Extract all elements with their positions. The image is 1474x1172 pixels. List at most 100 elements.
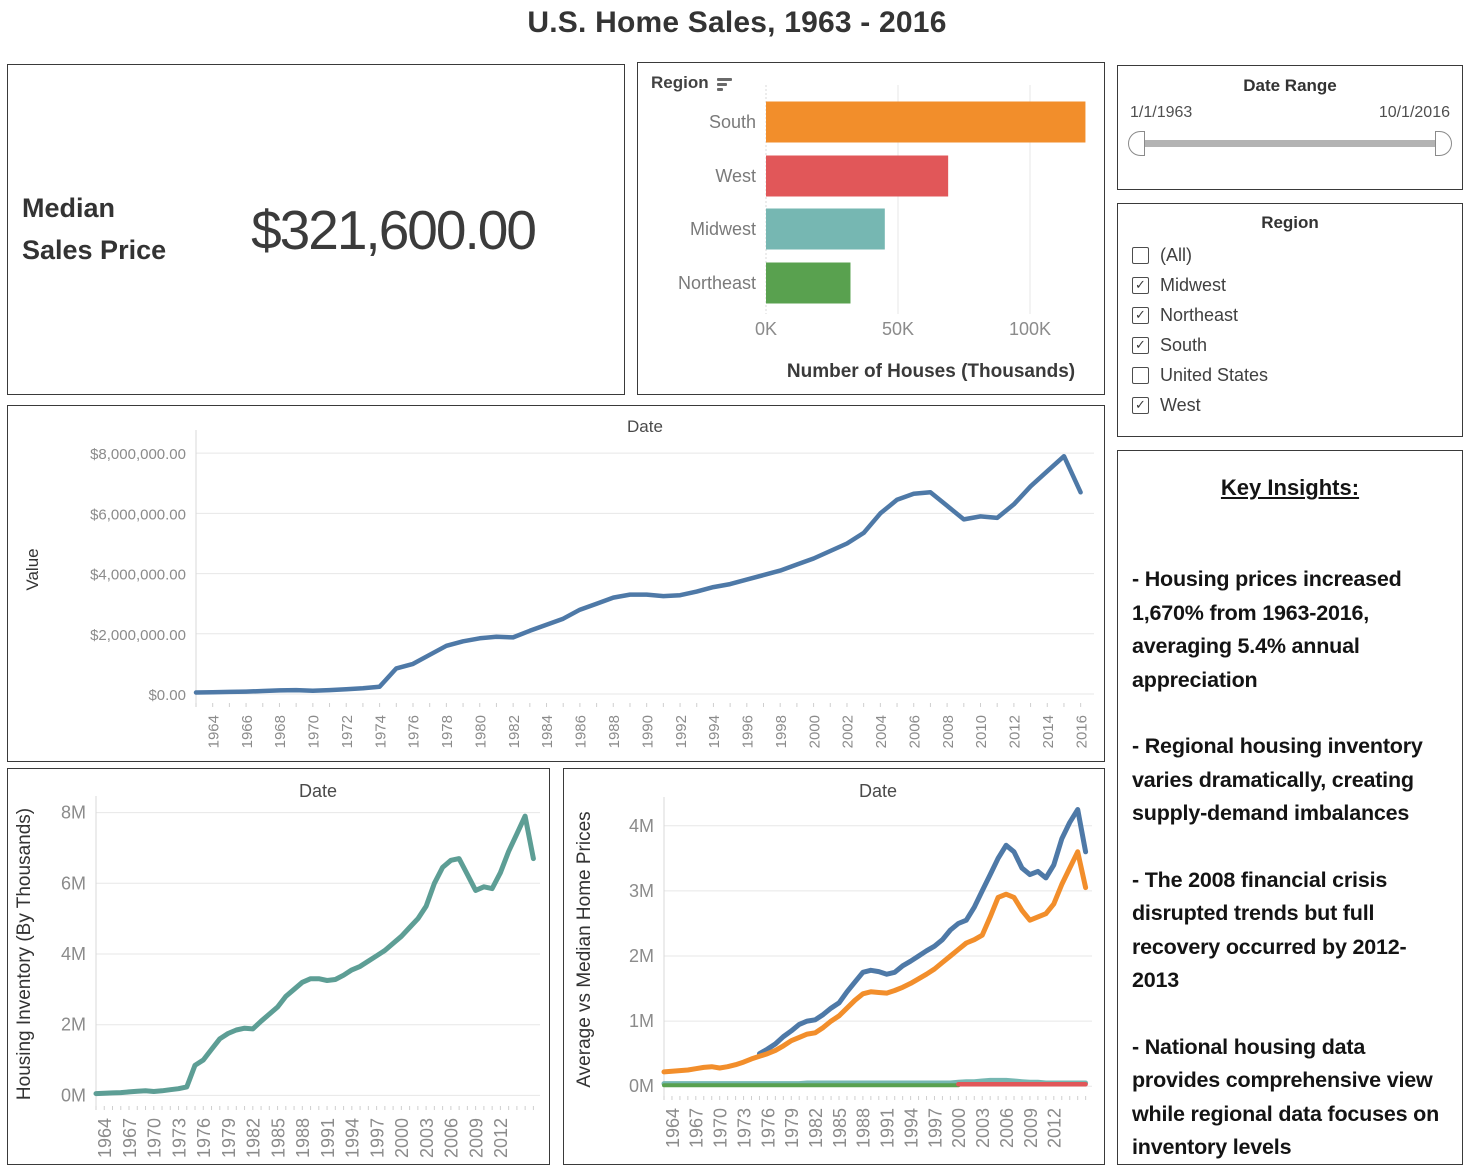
- checkbox-checked-icon[interactable]: ✓: [1132, 306, 1149, 324]
- svg-text:2002: 2002: [840, 715, 857, 748]
- region-filter-option-northeast[interactable]: ✓ Northeast: [1132, 300, 1454, 330]
- svg-text:1994: 1994: [706, 715, 723, 748]
- region-filter-option-label: Northeast: [1160, 304, 1239, 325]
- svg-text:Northeast: Northeast: [678, 273, 756, 293]
- region-bar-chart-card: Region 0K 50K 100K South West Midwest Northeas…: [637, 62, 1105, 395]
- svg-text:1997: 1997: [367, 1118, 387, 1158]
- checkbox-checked-icon[interactable]: ✓: [1132, 336, 1149, 354]
- svg-text:1991: 1991: [878, 1108, 898, 1148]
- date-range-end: 10/1/2016: [1378, 104, 1450, 121]
- svg-text:1966: 1966: [239, 715, 256, 748]
- svg-text:4M: 4M: [61, 944, 86, 964]
- value-line-chart-card: $0.00 $2,000,000.00 $4,000,000.00 $6,000,00…: [7, 405, 1105, 762]
- svg-text:2003: 2003: [417, 1118, 437, 1158]
- date-range-slider-track[interactable]: [1136, 140, 1444, 147]
- median-sales-price-card: Median Sales Price $321,600.00: [7, 64, 625, 395]
- kpi-label: Median Sales Price: [22, 192, 167, 265]
- svg-text:1982: 1982: [806, 1108, 826, 1148]
- svg-text:1992: 1992: [673, 715, 690, 748]
- svg-text:1976: 1976: [406, 715, 423, 748]
- region-filter-option-midwest[interactable]: ✓ Midwest: [1132, 270, 1454, 300]
- sort-descending-icon[interactable]: [716, 77, 732, 91]
- svg-text:1964: 1964: [205, 715, 222, 748]
- svg-text:2000: 2000: [392, 1118, 412, 1158]
- svg-text:1996: 1996: [740, 715, 757, 748]
- svg-text:2016: 2016: [1073, 715, 1090, 748]
- svg-text:2000: 2000: [806, 715, 823, 748]
- svg-text:1970: 1970: [711, 1108, 731, 1148]
- value-line-chart[interactable]: $0.00 $2,000,000.00 $4,000,000.00 $6,000,00…: [8, 406, 1102, 759]
- svg-text:1974: 1974: [372, 715, 389, 748]
- key-insights-heading: Key Insights:: [1220, 475, 1360, 500]
- checkbox-unchecked-icon[interactable]: [1132, 366, 1149, 384]
- svg-text:1994: 1994: [343, 1118, 363, 1158]
- svg-text:2006: 2006: [906, 715, 923, 748]
- svg-text:1970: 1970: [145, 1118, 165, 1158]
- svg-text:2008: 2008: [940, 715, 957, 748]
- key-insights-list: - Housing prices increased 1,670% from 1…: [1132, 563, 1448, 1165]
- region-filter-option-label: (All): [1160, 244, 1192, 265]
- svg-text:1988: 1988: [293, 1118, 313, 1158]
- svg-text:1976: 1976: [194, 1118, 214, 1158]
- svg-text:Housing Inventory (By Thousand: Housing Inventory (By Thousands): [14, 808, 35, 1100]
- svg-text:2M: 2M: [629, 946, 654, 966]
- region-filter-option-west[interactable]: ✓ West: [1132, 390, 1454, 420]
- svg-text:1982: 1982: [244, 1118, 264, 1158]
- svg-text:1998: 1998: [773, 715, 790, 748]
- region-filter-option-unitedstates[interactable]: United States: [1132, 360, 1454, 390]
- svg-text:1979: 1979: [782, 1108, 802, 1148]
- region-filter-option-south[interactable]: ✓ South: [1132, 330, 1454, 360]
- svg-text:Number of Houses (Thousands): Number of Houses (Thousands): [787, 361, 1075, 382]
- svg-text:2012: 2012: [1045, 1108, 1065, 1148]
- svg-text:2006: 2006: [442, 1118, 462, 1158]
- svg-text:2006: 2006: [997, 1108, 1017, 1148]
- date-range-start: 1/1/1963: [1130, 104, 1193, 121]
- svg-text:2004: 2004: [873, 715, 890, 748]
- svg-text:Date: Date: [627, 417, 663, 436]
- svg-text:3M: 3M: [629, 881, 654, 901]
- checkbox-unchecked-icon[interactable]: [1132, 246, 1149, 264]
- svg-text:1980: 1980: [472, 715, 489, 748]
- svg-text:2010: 2010: [973, 715, 990, 748]
- svg-text:2000: 2000: [949, 1108, 969, 1148]
- svg-text:1967: 1967: [687, 1108, 707, 1148]
- region-filter-card: Region (All) ✓ Midwest ✓ Northeast ✓ South Unit…: [1117, 203, 1463, 437]
- svg-text:2003: 2003: [973, 1108, 993, 1148]
- svg-text:1978: 1978: [439, 715, 456, 748]
- region-bar-chart[interactable]: 0K 50K 100K South West Midwest Northeast Number…: [638, 63, 1102, 392]
- svg-text:Midwest: Midwest: [690, 219, 756, 239]
- svg-text:Date: Date: [299, 781, 337, 801]
- avg-vs-median-chart-card: 0M 1M 2M 3M 4M 1964 1967 1970 1973 1976 1979 1982 19…: [563, 768, 1105, 1165]
- kpi-value: $321,600.00: [251, 198, 537, 261]
- date-range-slider-handle-right[interactable]: [1435, 131, 1452, 156]
- date-range-slider-handle-left[interactable]: [1128, 131, 1145, 156]
- region-filter-option-label: Midwest: [1160, 274, 1227, 295]
- svg-text:2012: 2012: [1007, 715, 1024, 748]
- svg-text:2009: 2009: [1021, 1108, 1041, 1148]
- svg-text:1M: 1M: [629, 1011, 654, 1031]
- svg-text:1988: 1988: [606, 715, 623, 748]
- date-range-filter-card: Date Range 1/1/1963 10/1/2016: [1117, 65, 1463, 190]
- checkbox-checked-icon[interactable]: ✓: [1132, 396, 1149, 414]
- svg-text:1994: 1994: [901, 1108, 921, 1148]
- checkbox-checked-icon[interactable]: ✓: [1132, 276, 1149, 294]
- key-insight-item: - Housing prices increased 1,670% from 1…: [1132, 567, 1402, 692]
- region-filter-title: Region: [1261, 213, 1319, 232]
- svg-text:4M: 4M: [629, 816, 654, 836]
- svg-text:1985: 1985: [268, 1118, 288, 1158]
- svg-text:$0.00: $0.00: [148, 687, 186, 704]
- region-filter-option-label: West: [1160, 394, 1201, 415]
- region-filter-option-label: United States: [1160, 364, 1269, 385]
- svg-text:1964: 1964: [95, 1118, 115, 1158]
- svg-text:$8,000,000.00: $8,000,000.00: [90, 446, 186, 463]
- svg-text:0M: 0M: [61, 1085, 86, 1105]
- region-filter-option-all[interactable]: (All): [1132, 240, 1454, 270]
- svg-text:1973: 1973: [734, 1108, 754, 1148]
- svg-text:1979: 1979: [219, 1118, 239, 1158]
- svg-text:8M: 8M: [61, 803, 86, 823]
- svg-text:1967: 1967: [120, 1118, 140, 1158]
- svg-text:1976: 1976: [758, 1108, 778, 1148]
- svg-text:$2,000,000.00: $2,000,000.00: [90, 627, 186, 644]
